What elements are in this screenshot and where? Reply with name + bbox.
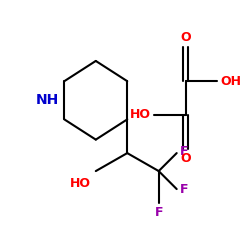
Text: O: O [180, 152, 191, 165]
Text: HO: HO [130, 108, 151, 122]
Text: F: F [180, 146, 188, 158]
Text: NH: NH [36, 93, 59, 107]
Text: OH: OH [220, 75, 242, 88]
Text: F: F [154, 206, 163, 219]
Text: F: F [180, 182, 188, 196]
Text: HO: HO [70, 177, 91, 190]
Text: O: O [180, 31, 191, 44]
